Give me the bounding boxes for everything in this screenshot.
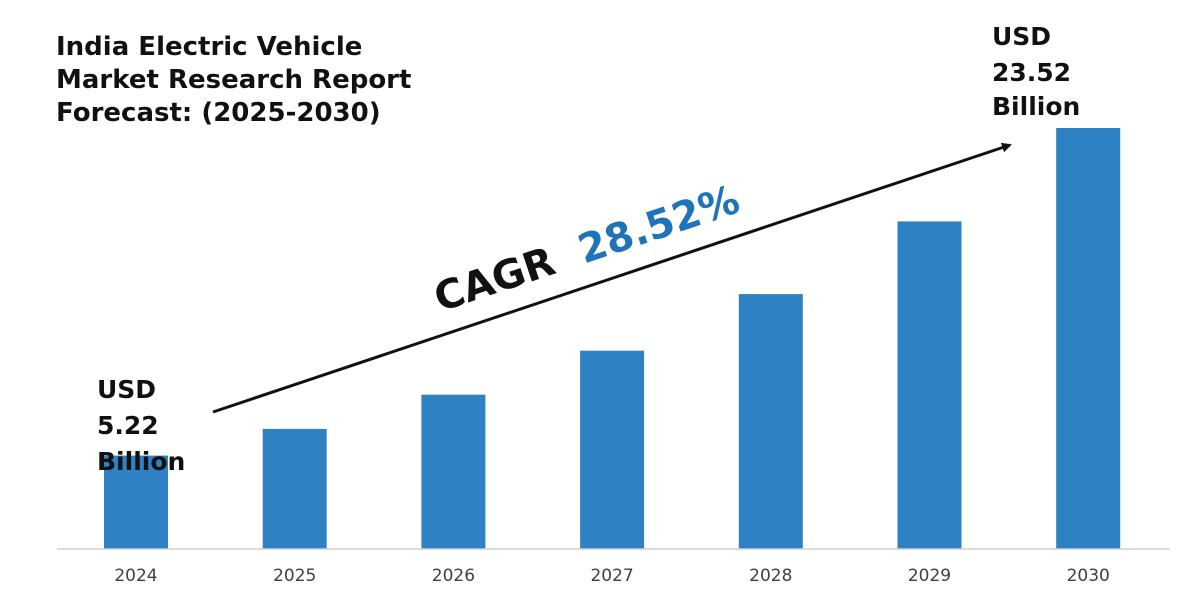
bar-2026: [421, 394, 486, 549]
chart-title-line-1: India Electric Vehicle: [56, 32, 362, 62]
start-value-number: 5.22: [97, 411, 159, 440]
cagr-value: 28.52%: [573, 177, 746, 273]
bars-group: [104, 128, 1121, 549]
x-tick-label-2028: 2028: [749, 566, 792, 586]
bar-2028: [738, 294, 803, 549]
bar-2024: [104, 455, 168, 549]
trend-arrow: [212, 142, 1012, 414]
bar-2027: [580, 350, 645, 549]
end-value-number: 23.52: [992, 58, 1071, 87]
end-value-annotation: USD 23.52 Billion: [992, 22, 1080, 121]
x-axis-ticks: 2024 2025 2026 2027 2028 2029 2030: [114, 566, 1109, 586]
start-value-annotation: USD 5.22 Billion: [97, 375, 185, 476]
start-value-currency: USD: [97, 375, 156, 404]
end-value-unit: Billion: [992, 92, 1080, 121]
chart-title-line-3: Forecast: (2025-2030): [56, 98, 381, 128]
x-tick-label-2025: 2025: [273, 566, 316, 586]
x-tick-label-2029: 2029: [908, 566, 951, 586]
bar-2030: [1056, 128, 1121, 549]
x-tick-label-2026: 2026: [432, 566, 475, 586]
cagr-prefix: CAGR: [429, 239, 561, 322]
chart-title-line-2: Market Research Report: [56, 65, 411, 95]
chart-title: India Electric Vehicle Market Research R…: [56, 32, 411, 128]
start-value-unit: Billion: [97, 447, 185, 476]
bar-2029: [897, 221, 962, 549]
x-tick-label-2024: 2024: [114, 566, 157, 586]
x-tick-label-2030: 2030: [1067, 566, 1110, 586]
end-value-currency: USD: [992, 22, 1051, 51]
bar-2025: [262, 428, 327, 549]
x-tick-label-2027: 2027: [590, 566, 633, 586]
